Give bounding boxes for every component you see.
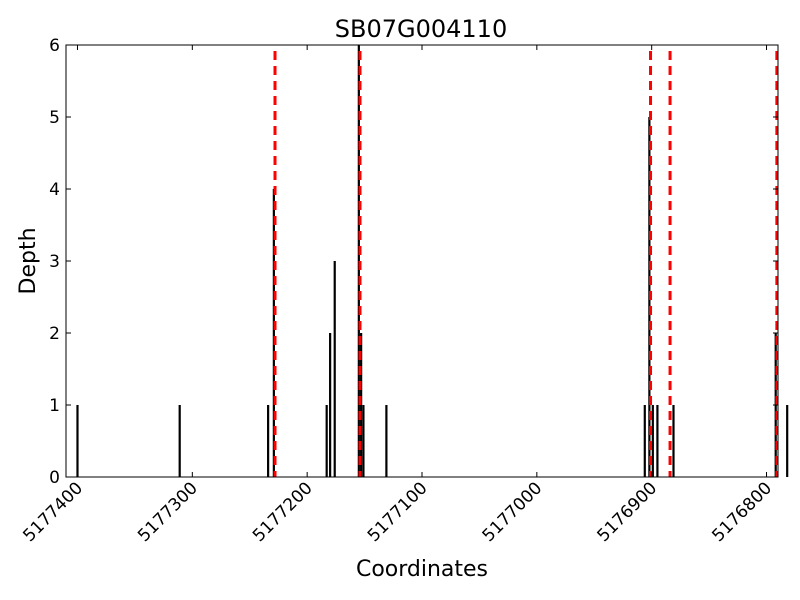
- y-tick-label: 4: [49, 180, 60, 200]
- y-axis-title: Depth: [16, 227, 41, 294]
- plot-area: [76, 45, 789, 477]
- y-tick-label: 5: [49, 108, 60, 128]
- y-tick-label: 1: [49, 396, 60, 416]
- x-axis-title: Coordinates: [356, 557, 488, 582]
- x-tick-label: 5176800: [708, 478, 776, 546]
- x-tick-label: 5177200: [249, 478, 317, 546]
- x-axis-ticks: 5177400 5177300 5177200 5177100 5177000 51769…: [19, 45, 776, 546]
- y-tick-label: 0: [49, 468, 60, 488]
- y-tick-label: 3: [49, 252, 60, 272]
- x-tick-label: 5177400: [19, 478, 87, 546]
- chart-title: SB07G004110: [335, 15, 507, 43]
- x-tick-label: 5177100: [364, 478, 432, 546]
- y-tick-label: 2: [49, 324, 60, 344]
- x-tick-label: 5177300: [134, 478, 202, 546]
- x-tick-label: 5177000: [479, 478, 547, 546]
- y-tick-label: 6: [49, 36, 60, 56]
- y-axis-ticks: 0 1 2 3 4 5 6: [49, 36, 778, 488]
- x-tick-label: 5176900: [594, 478, 662, 546]
